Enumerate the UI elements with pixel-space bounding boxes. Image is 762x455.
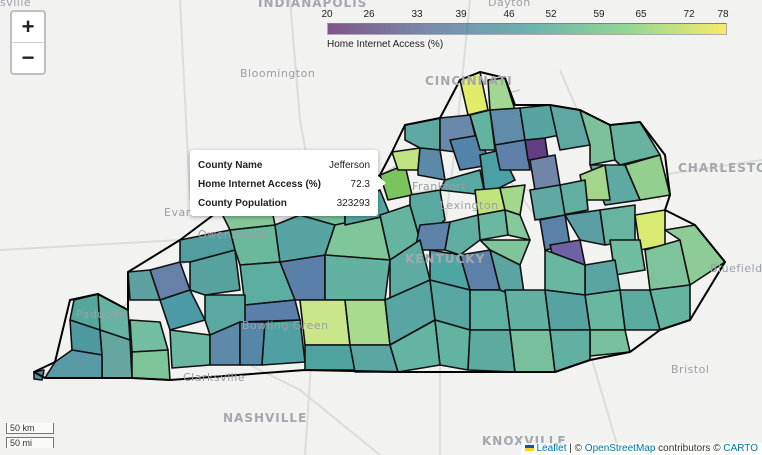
county-polygon [344,299,391,346]
county-polygon [169,329,211,369]
legend-color-bar [327,23,727,35]
legend-tick: 20 [321,9,333,20]
county-tooltip: County Name Jefferson Home Internet Acce… [190,150,386,216]
county-polygon [129,319,169,353]
city-label: KENTUCKY [405,252,486,266]
county-polygon [324,254,391,301]
city-label: Bloomington [240,67,316,80]
ukraine-flag-icon [525,445,535,452]
city-label: Bluefield [710,262,762,275]
county-polygon [544,289,591,331]
legend-tick: 39 [455,9,467,20]
county-polygon [44,349,103,379]
city-label: NASHVILLE [223,411,308,425]
county-polygon [589,329,631,357]
legend-tick: 59 [593,9,605,20]
legend-tick: 65 [635,9,647,20]
county-polygon [664,224,726,286]
county-polygon [179,229,236,263]
county-polygon [504,289,551,331]
county-polygon [549,329,591,373]
attribution-contributors: contributors © [655,443,724,454]
legend-tick: 52 [545,9,557,20]
city-label: sville [0,0,32,9]
legend-tick: 78 [717,9,729,20]
county-polygon [477,209,509,241]
city-label: CHARLESTON [678,161,762,175]
county-polygon [599,204,636,246]
map-attribution: Leaflet | © OpenStreetMap contributors ©… [521,443,762,455]
county-polygon [584,289,626,331]
county-polygon [489,107,526,146]
county-polygon [391,147,421,171]
zoom-control: + − [10,10,46,75]
city-label: Owensboro [198,228,265,241]
legend-ticks: 20 26 33 39 46 52 59 65 72 78 [321,9,729,23]
city-label: Clarksville [183,371,246,384]
legend-tick: 26 [363,9,375,20]
county-polygon [304,344,356,371]
scale-bar-metric: 50 km [6,423,54,434]
color-legend: 20 26 33 39 46 52 59 65 72 78 Home Inter… [321,9,729,50]
county-polygons[interactable] [33,71,726,381]
tooltip-access-label: Home Internet Access (%) [198,179,321,190]
county-polygon [479,149,516,196]
tooltip-pop-label: County Population [198,198,287,209]
county-polygon [509,329,556,373]
county-polygon [417,147,446,181]
county-polygon [584,259,621,296]
tooltip-county-label: County Name [198,160,263,171]
leaflet-link[interactable]: Leaflet [536,443,567,454]
county-polygon [469,109,496,151]
county-polygon [444,214,481,256]
tooltip-row-access: Home Internet Access (%) 72.3 [198,175,370,194]
zoom-in-button[interactable]: + [12,12,44,43]
tooltip-pop-value: 323293 [336,198,370,209]
county-polygon [404,117,441,151]
legend-title: Home Internet Access (%) [327,39,444,50]
city-label: CINCINNATI [425,74,513,88]
city-label: Lexington [440,199,499,212]
county-polygon [564,209,606,246]
legend-tick: 33 [411,9,423,20]
tooltip-row-population: County Population 323293 [198,194,370,213]
kentucky-outline [33,71,726,381]
city-label: Bowling Green [242,319,329,332]
county-polygon [131,349,171,381]
county-polygon [529,184,566,221]
legend-tick: 46 [503,9,515,20]
legend-tick: 72 [683,9,695,20]
city-label: Bristol [671,363,710,376]
tooltip-row-county: County Name Jefferson [198,156,370,175]
county-polygon [504,209,531,241]
county-polygon [494,139,531,171]
city-label: INDIANAPOLIS [258,0,368,10]
scale-bar-imperial: 50 mi [6,437,54,448]
city-label: Paducah [76,308,127,321]
county-polygon [529,154,561,191]
tooltip-county-value: Jefferson [329,160,370,171]
city-label: Dayton [488,0,531,9]
county-polygon [467,329,516,373]
carto-link[interactable]: CARTO [723,443,758,454]
county-polygon [469,289,511,331]
city-label: Frankfort [412,180,467,193]
zoom-out-button[interactable]: − [21,45,35,70]
tooltip-access-value: 72.3 [350,179,370,190]
osm-link[interactable]: OpenStreetMap [584,443,656,454]
attribution-separator: | © [566,443,585,454]
